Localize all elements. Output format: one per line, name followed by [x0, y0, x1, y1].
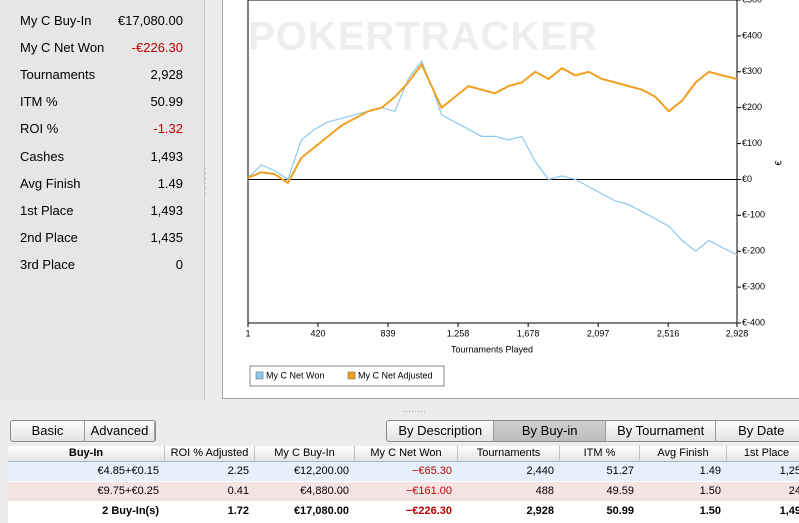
view-tab[interactable]: Advanced	[85, 421, 155, 441]
legend-label: My C Net Won	[266, 370, 324, 380]
column-header[interactable]: Avg Finish	[640, 446, 727, 462]
table-cell: −€226.30	[405, 505, 452, 517]
group-tabs: By Description By Buy-in By Tournament By D…	[386, 420, 799, 442]
stat-label: Cashes	[20, 148, 65, 164]
table-cell: 1,25	[779, 465, 799, 477]
view-tabs: Basic Advanced	[10, 420, 156, 442]
stat-value: 1,493	[150, 148, 183, 164]
stat-label: 2nd Place	[20, 229, 78, 245]
stat-value: -1.32	[153, 121, 183, 137]
x-axis-title: Tournaments Played	[451, 344, 533, 354]
table-cell: 2,440	[526, 465, 554, 477]
table-cell: €12,200.00	[293, 465, 349, 477]
stat-label: 3rd Place	[20, 256, 75, 272]
table-cell: €9.75+€0.25	[97, 485, 159, 497]
series-line	[247, 59, 738, 256]
stat-label: My C Net Won	[20, 40, 105, 56]
table-cell: 2.25	[227, 465, 249, 477]
y-tick-label: €-100	[742, 210, 765, 220]
table-cell: −€161.00	[405, 485, 452, 497]
group-tab[interactable]: By Buy-in	[494, 421, 606, 441]
column-header[interactable]: My C Net Won	[355, 446, 458, 462]
table-row[interactable]	[8, 482, 799, 501]
table-cell: −€65.30	[411, 465, 452, 477]
table-cell: 1.72	[227, 505, 249, 517]
column-header[interactable]: 1st Place	[727, 446, 799, 462]
stat-value: 1,435	[150, 229, 183, 245]
table-cell: 1,49	[779, 505, 799, 517]
group-tab[interactable]: By Tournament	[606, 421, 717, 441]
legend-box	[249, 365, 445, 387]
x-tick-label: 420	[310, 328, 325, 338]
column-header[interactable]: My C Buy-In	[255, 446, 355, 462]
x-tick-label: 2,097	[587, 328, 610, 338]
table-cell: 49.59	[606, 485, 634, 497]
column-header[interactable]: ITM %	[560, 446, 640, 462]
table-row[interactable]	[8, 462, 799, 481]
group-tab[interactable]: By Description	[387, 421, 495, 441]
chart: POKERTRACKER Tournaments Played € €-400 €…	[245, 0, 783, 387]
stat-label: 1st Place	[20, 202, 74, 218]
stat-value: 2,928	[150, 67, 183, 83]
legend-swatch	[347, 371, 356, 380]
stat-label: Avg Finish	[20, 175, 81, 191]
y-tick-label: €100	[742, 138, 762, 148]
y-axis-title: €	[773, 160, 783, 165]
watermark: POKERTRACKER	[248, 15, 598, 59]
series-line	[247, 62, 738, 185]
stat-value: 0	[175, 256, 183, 272]
plot-frame	[247, 0, 738, 324]
legend-label: My C Net Adjusted	[358, 370, 433, 380]
y-tick-label: €300	[742, 66, 762, 76]
table-cell: €4,880.00	[300, 485, 349, 497]
y-tick-label: €-300	[742, 281, 765, 291]
table-cell: 2 Buy-In(s)	[102, 505, 159, 517]
x-tick-label: 2,928	[726, 328, 749, 338]
table-cell: 0.41	[227, 485, 249, 497]
y-tick-label: €200	[742, 102, 762, 112]
y-tick-label: €0	[742, 174, 752, 184]
chart-panel: POKERTRACKER Tournaments Played € €-400 €…	[222, 0, 799, 399]
stat-label: Tournaments	[20, 67, 96, 83]
table-cell: 24	[788, 485, 799, 497]
stat-value: 1.49	[157, 175, 183, 191]
table-cell: 1.50	[699, 485, 721, 497]
stat-value: -€226.30	[131, 40, 183, 56]
group-tab[interactable]: By Date	[716, 421, 799, 441]
x-tick-label: 1,258	[447, 328, 470, 338]
table-cell: 1.50	[699, 505, 721, 517]
table-cell: €4.85+€0.15	[97, 465, 159, 477]
stat-value: 1,493	[150, 202, 183, 218]
table-cell: 2,928	[526, 505, 554, 517]
y-tick-label: €500	[742, 0, 762, 4]
splitter-grip[interactable]: · · · · · ·	[204, 163, 207, 198]
view-tab[interactable]: Basic	[11, 421, 85, 441]
x-tick-label: 1	[245, 328, 250, 338]
table-cell: 1.49	[699, 465, 721, 477]
stat-value: €17,080.00	[117, 13, 183, 28]
x-tick-label: 839	[380, 328, 395, 338]
stat-label: ROI %	[20, 121, 59, 137]
table-cell: 51.27	[606, 465, 634, 477]
table-cell: 50.99	[606, 505, 634, 517]
stat-label: My C Buy-In	[20, 13, 92, 28]
column-header[interactable]: ROI % Adjusted	[165, 446, 255, 462]
splitter-grip[interactable]: ········	[402, 406, 426, 416]
stat-value: 50.99	[150, 94, 183, 110]
table-row[interactable]	[8, 502, 799, 521]
results-table: Buy-In ROI % Adjusted My C Buy-In My C Net …	[8, 446, 799, 523]
x-tick-label: 1,678	[517, 328, 540, 338]
y-tick-label: €-200	[742, 246, 765, 256]
column-header[interactable]: Buy-In	[8, 446, 165, 462]
x-tick-label: 2,516	[657, 328, 680, 338]
table-cell: 488	[535, 485, 554, 497]
y-tick-label: €400	[742, 30, 762, 40]
table-cell: €17,080.00	[293, 505, 349, 517]
legend-swatch	[255, 371, 264, 380]
y-tick-label: €-400	[742, 317, 765, 327]
stat-label: ITM %	[20, 94, 58, 110]
column-header[interactable]: Tournaments	[458, 446, 560, 462]
stats-panel: My C Buy-In €17,080.00 My C Net Won -€226.3…	[0, 0, 205, 400]
